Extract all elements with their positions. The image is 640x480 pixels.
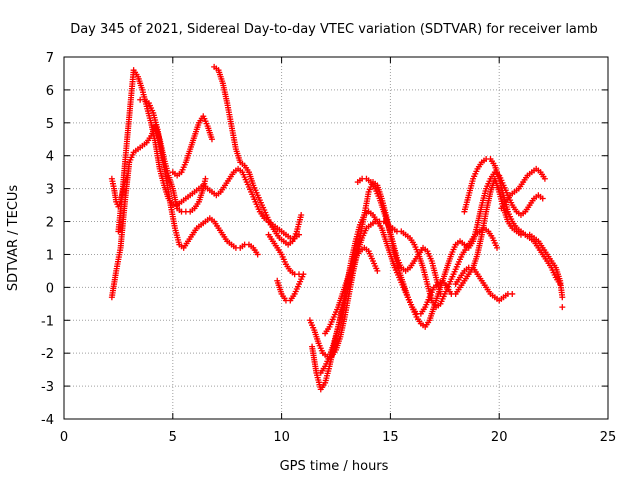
y-tick-label: 4 [46, 150, 54, 165]
x-tick-label: 20 [491, 430, 508, 445]
y-tick-label: 2 [46, 216, 54, 231]
sdtvar-chart: 0 5 10 15 20 25 -4 -3 -2 -1 0 1 2 3 4 5 6 7 Day 345 of 20… [0, 0, 640, 480]
y-tick-label: 1 [46, 248, 54, 263]
y-tick-label: -1 [41, 314, 54, 329]
x-tick-label: 10 [273, 430, 290, 445]
x-tick-label: 0 [60, 430, 68, 445]
y-tick-label: 7 [46, 51, 54, 66]
y-tick-label: -2 [41, 347, 54, 362]
x-tick-label: 5 [169, 430, 177, 445]
y-tick-label: 5 [46, 117, 54, 132]
y-tick-label: -4 [41, 413, 54, 428]
y-tick-label: 3 [46, 183, 54, 198]
chart-background [0, 0, 640, 480]
y-axis-label: SDTVAR / TECUs [6, 185, 21, 292]
y-tick-label: 6 [46, 84, 54, 99]
y-tick-label: -3 [41, 380, 54, 395]
chart-title: Day 345 of 2021, Sidereal Day-to-day VTE… [70, 22, 598, 37]
x-tick-label: 15 [382, 430, 399, 445]
y-tick-label: 0 [46, 281, 54, 296]
x-axis-label: GPS time / hours [280, 459, 389, 474]
x-tick-label: 25 [600, 430, 617, 445]
